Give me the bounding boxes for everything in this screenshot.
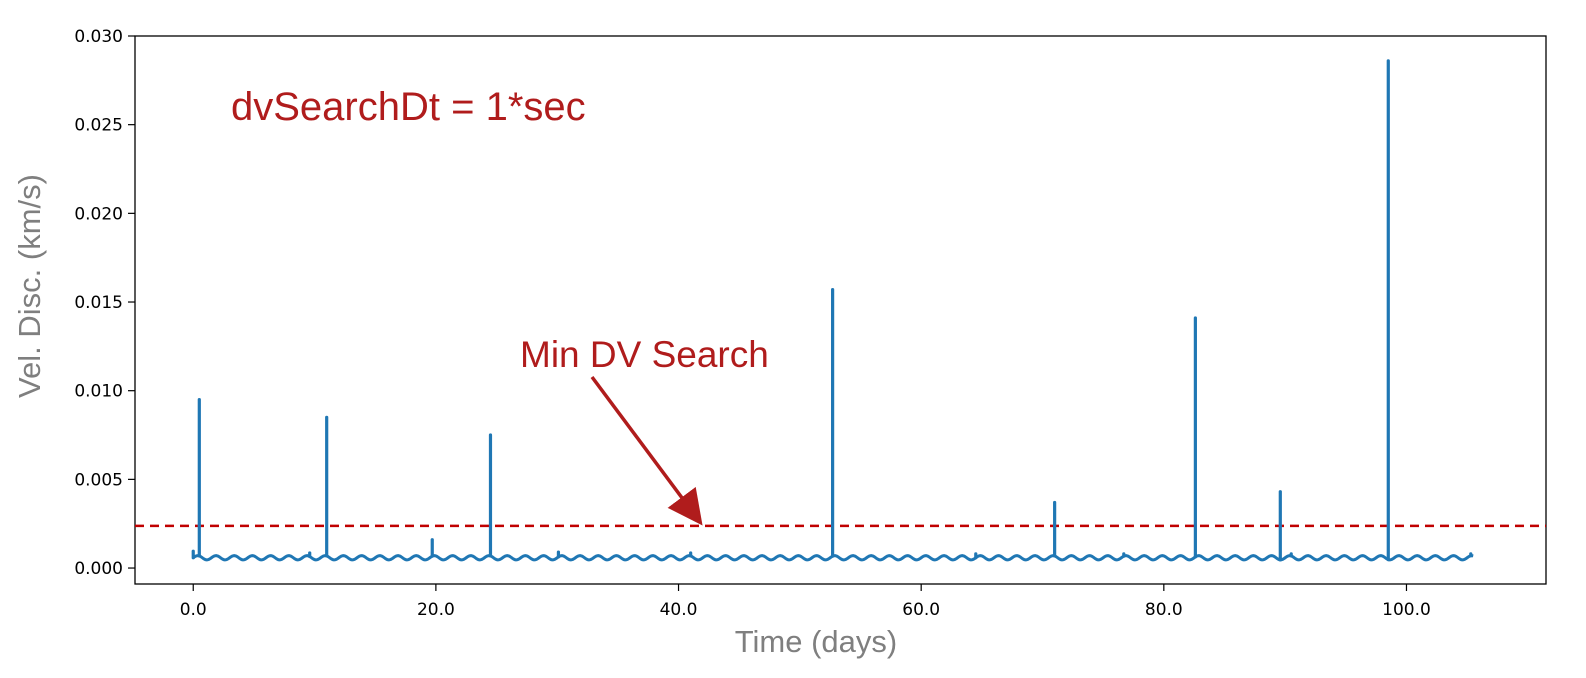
x-axis: 0.0 20.0 40.0 60.0 80.0 100.0 (180, 584, 1431, 620)
series-group (191, 59, 1474, 562)
x-axis-label: Time (days) (735, 624, 897, 659)
x-tick-label: 20.0 (417, 600, 455, 620)
y-tick-label: 0.010 (74, 382, 123, 402)
y-tick-label: 0.015 (74, 293, 123, 313)
y-tick-label: 0.030 (74, 27, 123, 47)
min-dv-search-annotation: Min DV Search (520, 334, 769, 375)
x-tick-label: 100.0 (1382, 600, 1431, 620)
y-tick-label: 0.020 (74, 204, 123, 224)
x-tick-label: 0.0 (180, 600, 207, 620)
x-tick-label: 80.0 (1145, 600, 1183, 620)
y-tick-label: 0.025 (74, 116, 123, 136)
dv-search-dt-annotation: dvSearchDt = 1*sec (231, 85, 586, 129)
x-tick-label: 60.0 (902, 600, 940, 620)
y-tick-label: 0.000 (74, 559, 123, 579)
y-axis-label: Vel. Disc. (km/s) (12, 174, 47, 398)
plot-area (134, 35, 1547, 585)
y-axis: 0.000 0.005 0.010 0.015 0.020 0.025 0.030 (74, 27, 135, 579)
min-dv-search-arrow (590, 375, 703, 526)
y-tick-label: 0.005 (74, 470, 123, 490)
x-tick-label: 40.0 (660, 600, 698, 620)
plot-frame (134, 35, 1547, 585)
